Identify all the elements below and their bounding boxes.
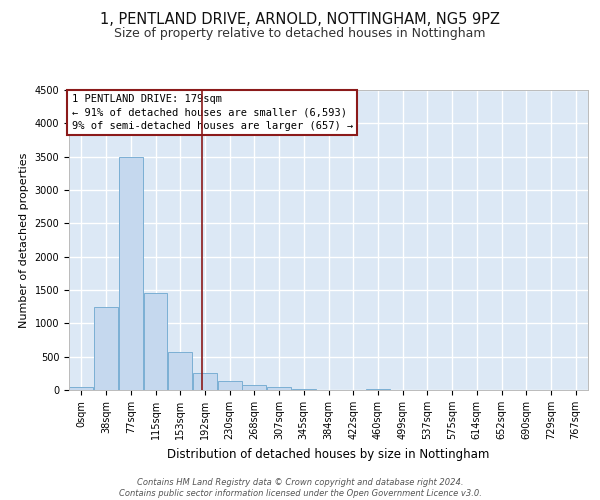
Bar xyxy=(218,380,242,390)
Bar xyxy=(193,374,217,390)
Bar xyxy=(267,388,291,390)
Bar xyxy=(94,306,118,390)
Y-axis label: Number of detached properties: Number of detached properties xyxy=(19,152,29,328)
Bar xyxy=(143,294,167,390)
Text: 1 PENTLAND DRIVE: 179sqm
← 91% of detached houses are smaller (6,593)
9% of semi: 1 PENTLAND DRIVE: 179sqm ← 91% of detach… xyxy=(71,94,353,131)
Bar xyxy=(70,386,94,390)
Bar xyxy=(168,352,192,390)
Text: Contains HM Land Registry data © Crown copyright and database right 2024.
Contai: Contains HM Land Registry data © Crown c… xyxy=(119,478,481,498)
Text: 1, PENTLAND DRIVE, ARNOLD, NOTTINGHAM, NG5 9PZ: 1, PENTLAND DRIVE, ARNOLD, NOTTINGHAM, N… xyxy=(100,12,500,28)
Text: Size of property relative to detached houses in Nottingham: Size of property relative to detached ho… xyxy=(114,28,486,40)
Bar xyxy=(242,384,266,390)
Bar xyxy=(119,156,143,390)
X-axis label: Distribution of detached houses by size in Nottingham: Distribution of detached houses by size … xyxy=(167,448,490,460)
Bar xyxy=(366,388,390,390)
